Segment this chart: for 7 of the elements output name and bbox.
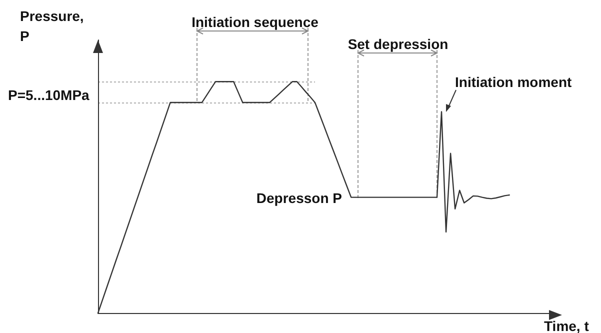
text: Set depression xyxy=(348,36,448,52)
x-axis-title: Time, t xyxy=(544,318,590,333)
annotation: Initiation moment xyxy=(455,74,572,90)
y-axis-title: Pressure, P xyxy=(20,8,88,44)
text: P=5...10MPa xyxy=(8,87,90,103)
text: Initiation sequence xyxy=(192,14,319,30)
annotation: Depresson P xyxy=(256,190,342,206)
